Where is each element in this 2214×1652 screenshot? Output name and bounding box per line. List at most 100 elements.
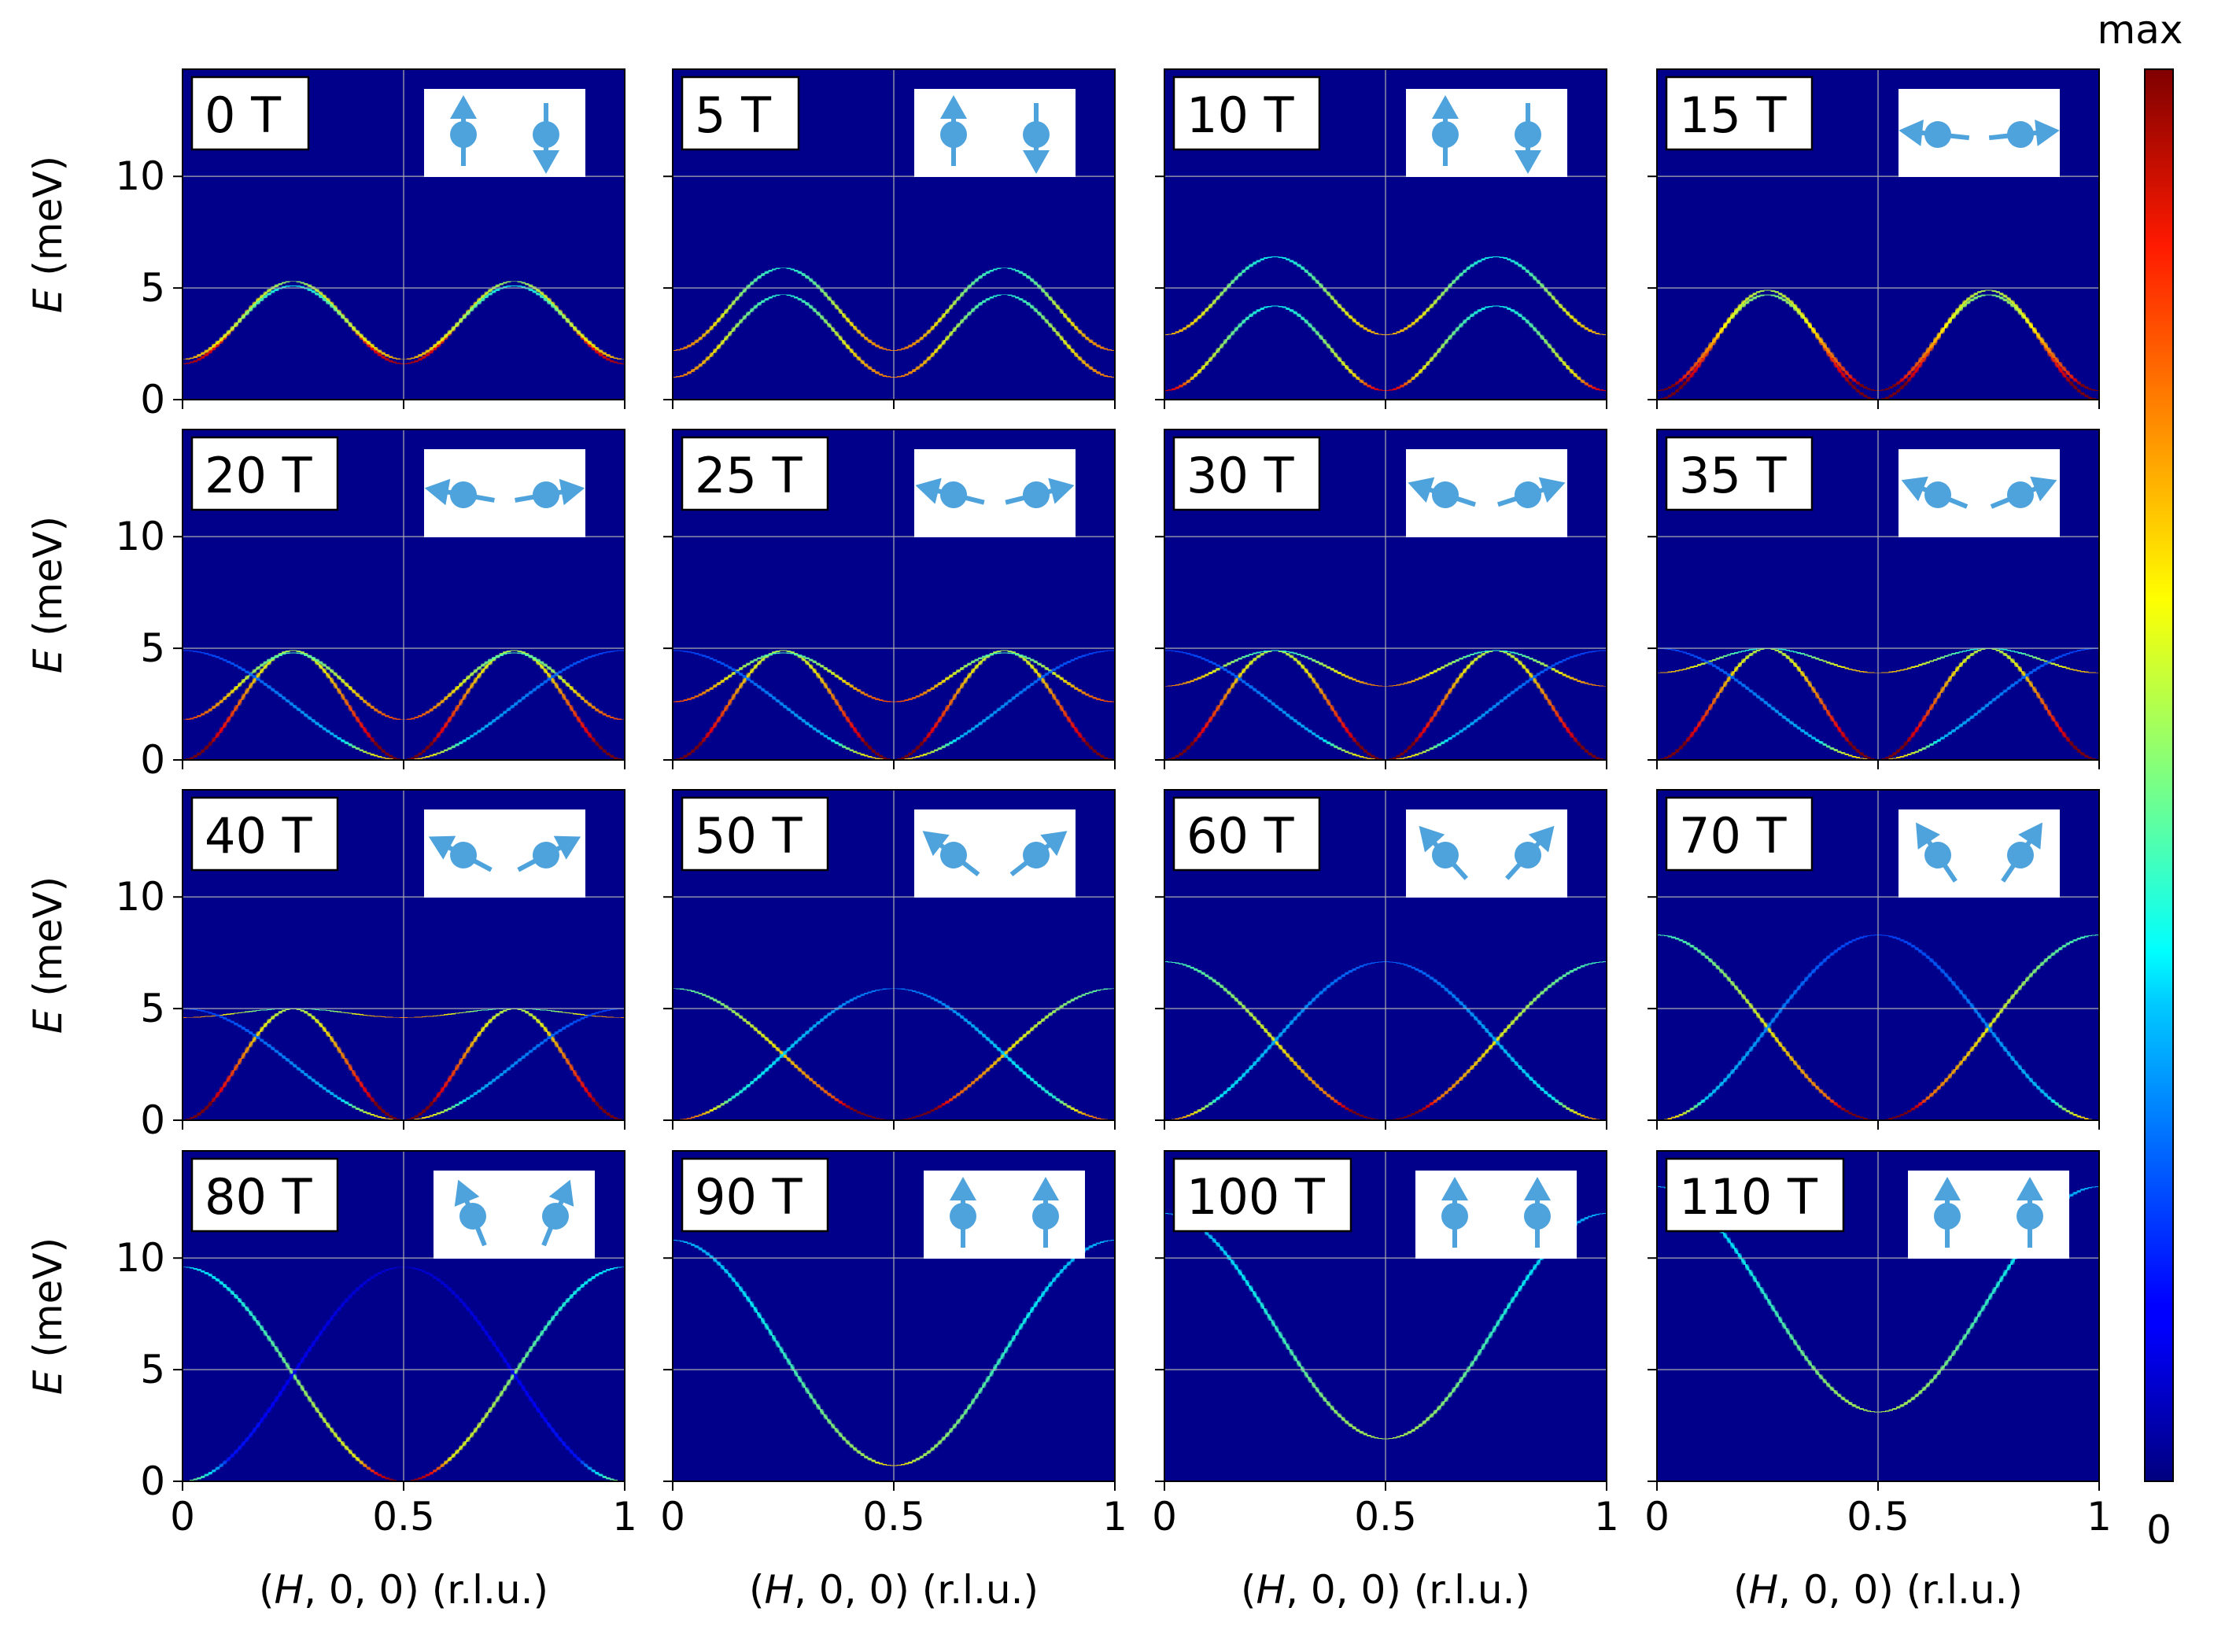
y-axis-label-part: (meV) [25,876,71,1009]
panel-35t: 35 T [1648,429,2100,769]
x-axis-label-part: ( [749,1567,765,1613]
field-label-box [681,796,829,872]
spin-arrow-icon [1009,831,1068,876]
y-axis-label-part: E [25,288,71,313]
y-axis-label-part: E [25,1009,71,1034]
x-tick-label: 1 [612,1494,637,1540]
field-label: 5 T [695,87,772,144]
x-tick-label: 1 [1102,1494,1127,1540]
spin-arrow-icon [1515,103,1541,174]
spin-arrow-icon [922,831,980,876]
spin-arrow-icon [1916,822,1958,883]
spin-inset [424,89,585,177]
spin-inset [424,809,585,898]
y-tick-label: 0 [140,377,165,422]
field-label: 40 T [205,807,313,865]
x-tick-label: 0.5 [372,1494,435,1540]
spin-arrow-icon [1432,95,1459,166]
spin-arrow-icon [515,478,585,508]
y-axis-label: E (meV) [25,156,71,313]
spin-inset [1406,809,1567,898]
field-label-box [681,76,800,151]
field-label: 80 T [205,1168,313,1226]
spin-arrow-icon [1497,477,1566,508]
y-tick-label: 0 [140,1458,165,1504]
field-label-box [1665,76,1814,151]
panel-50t: 50 T [663,789,1116,1130]
y-tick-label: 10 [115,874,165,920]
spin-inset [1406,89,1567,177]
x-tick-label: 0 [1152,1494,1177,1540]
x-axis-label-part: ( [1733,1567,1749,1613]
field-label-box [1665,436,1814,511]
plot-area [183,1151,625,1481]
plot-area [1657,430,2099,760]
field-label: 110 T [1679,1168,1818,1226]
spin-arrow-icon [915,478,985,508]
y-axis-label: E (meV) [25,876,71,1034]
spin-arrow-icon [428,835,493,872]
x-tick-label: 1 [2087,1494,2112,1540]
field-label-box [1172,1157,1352,1233]
spin-arrow-icon [2017,1177,2043,1248]
y-axis-label-part: (meV) [25,516,71,649]
spin-arrow-icon [1899,120,1970,148]
colorbar: max 0 [2098,7,2183,1553]
field-label-box [190,1157,339,1233]
field-label-box [190,796,339,872]
x-tick-label: 1 [1594,1494,1619,1540]
x-axis-label-part: , 0, 0) (r.l.u.) [1778,1567,2023,1613]
panel-15t: 15 T [1648,68,2100,409]
panel-0t: 0 5 10 E (meV) 0 T [25,68,625,422]
spin-arrow-icon [1988,120,2060,148]
y-axis-label-part: (meV) [25,156,71,289]
x-axis-label: (H, 0, 0) (r.l.u.) [749,1567,1039,1613]
x-tick-label: 0 [1644,1494,1670,1540]
field-label-box [1172,796,1321,872]
field-label: 20 T [205,447,313,504]
panel-20t: 0 5 10 E (meV) 20 T [25,429,625,783]
plot-area [1657,69,2099,400]
spin-arrow-icon [940,95,967,166]
y-axis-label-part: E [25,648,71,673]
field-label-box [681,1157,829,1233]
colorbar-max-label: max [2098,7,2183,53]
x-axis-label-part: H [1256,1567,1286,1613]
y-tick-label: 0 [140,1097,165,1143]
spin-arrow-icon [424,478,495,508]
y-tick-label: 5 [140,625,165,671]
plot-area [673,69,1115,400]
y-tick-label: 10 [115,153,165,199]
panel-80t: 0 5 10 0 0.5 1 (H, 0, 0) (r.l.u.) E (meV) 80 T [25,1150,637,1613]
panel-5t: 5 T [663,68,1116,409]
plot-area [1657,790,2099,1120]
panel-40t: 0 5 10 E (meV) 40 T [25,789,625,1143]
y-axis-label: E (meV) [25,1237,71,1395]
y-tick-label: 0 [140,737,165,783]
y-tick-label: 5 [140,1347,165,1392]
field-label-box [190,76,310,151]
spin-arrow-icon [1990,476,2057,509]
spin-arrow-icon [1408,477,1476,508]
x-axis-label: (H, 0, 0) (r.l.u.) [1733,1567,2023,1613]
spin-arrow-icon [1032,1177,1059,1248]
field-label: 60 T [1186,807,1295,865]
y-axis-label: E (meV) [25,516,71,673]
colorbar-scale [2144,68,2174,1482]
panel-10t: 10 T [1155,68,1607,409]
field-label-box [1665,796,1814,872]
x-tick-label: 0 [170,1494,195,1540]
x-axis-label: (H, 0, 0) (r.l.u.) [259,1567,548,1613]
x-axis-label-part: , 0, 0) (r.l.u.) [304,1567,548,1613]
plot-area [1164,430,1607,760]
plot-area [183,430,625,760]
field-label: 100 T [1186,1168,1326,1226]
field-label: 0 T [205,87,282,144]
field-label: 10 T [1186,87,1295,144]
spin-arrow-icon [1005,478,1075,508]
field-label-box [190,436,339,511]
field-label: 70 T [1679,807,1788,865]
field-label: 90 T [695,1168,803,1226]
colorbar-min-label: 0 [2146,1507,2172,1553]
